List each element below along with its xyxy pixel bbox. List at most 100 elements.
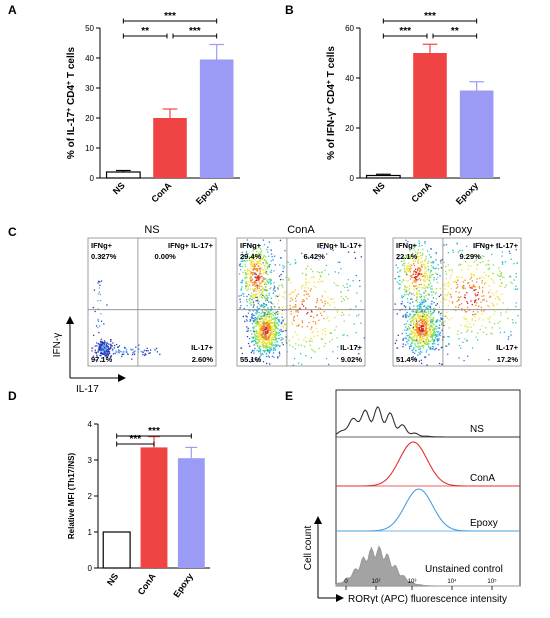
flow-event	[401, 264, 403, 266]
flow-event	[274, 341, 276, 344]
flow-event	[258, 328, 261, 330]
flow-event	[321, 295, 324, 297]
flow-event	[409, 266, 411, 268]
flow-event	[438, 349, 440, 351]
flow-event	[275, 337, 277, 339]
flow-event	[255, 331, 258, 333]
flow-event	[278, 351, 281, 353]
flow-event	[263, 243, 266, 246]
flow-event	[253, 265, 256, 267]
flow-event	[414, 260, 417, 262]
category-label: NS	[111, 180, 127, 196]
flow-event	[268, 351, 270, 353]
flow-event	[430, 265, 433, 267]
track-label-cona: ConA	[470, 473, 495, 484]
flow-event	[420, 332, 422, 334]
flow-event	[397, 267, 399, 269]
flow-event	[256, 293, 258, 295]
flow-event	[515, 285, 517, 288]
flow-event	[418, 304, 420, 307]
flow-event	[488, 285, 490, 287]
flow-event	[274, 328, 276, 331]
flow-event	[296, 334, 298, 336]
y-tick-label: 60	[345, 24, 354, 33]
flow-event	[414, 314, 416, 316]
flow-event	[411, 276, 413, 279]
flow-event	[100, 345, 102, 348]
flow-event	[413, 263, 415, 265]
flow-event	[412, 245, 414, 247]
flow-event	[427, 293, 429, 295]
flow-event	[415, 281, 417, 284]
flow-event	[251, 245, 253, 247]
flow-event	[265, 273, 268, 275]
flow-event	[282, 343, 284, 346]
flow-event	[414, 325, 416, 327]
flow-event	[502, 302, 504, 304]
flow-event	[429, 307, 432, 309]
flow-event	[411, 339, 413, 341]
flow-event	[412, 340, 414, 342]
flow-event	[409, 264, 412, 266]
flow-event	[256, 285, 259, 287]
y-arrow-head	[66, 316, 74, 324]
flow-event	[309, 290, 311, 292]
flow-event	[420, 295, 423, 297]
significance-label: ***	[424, 11, 436, 22]
category-label: NS	[371, 180, 387, 196]
flow-event	[258, 287, 260, 290]
flow-event	[123, 350, 125, 353]
flow-event	[430, 303, 432, 305]
flow-event	[423, 284, 425, 286]
flow-event	[480, 257, 483, 260]
flow-event	[421, 341, 423, 343]
flow-event	[429, 334, 431, 336]
flow-event	[455, 287, 458, 289]
flow-event	[398, 283, 400, 285]
flow-event	[289, 281, 292, 284]
flow-event	[264, 333, 266, 335]
flow-event	[295, 311, 297, 313]
flow-event	[509, 252, 511, 255]
flow-event	[297, 310, 299, 312]
flow-event	[427, 340, 430, 342]
flow-event	[428, 284, 430, 287]
flow-event	[425, 273, 427, 275]
flow-event	[311, 340, 313, 343]
flow-event	[100, 351, 102, 354]
flow-event	[424, 342, 426, 344]
flow-event	[417, 330, 419, 332]
flow-event	[247, 286, 249, 288]
flow-event	[269, 314, 271, 316]
histogram-trace-3	[335, 545, 520, 587]
flow-event	[254, 281, 256, 283]
flow-event	[295, 295, 298, 297]
flow-event	[355, 331, 357, 334]
flow-event	[266, 289, 269, 291]
flow-event	[246, 268, 249, 270]
flow-event	[426, 349, 428, 351]
flow-event	[262, 239, 265, 241]
flow-event	[265, 319, 267, 321]
flow-event	[469, 287, 471, 289]
flow-event	[412, 325, 414, 327]
flow-event	[419, 336, 422, 338]
flow-event	[435, 252, 437, 254]
flow-event	[274, 264, 276, 266]
flow-event	[305, 268, 307, 270]
flow-event	[313, 285, 315, 288]
flow-event	[435, 321, 438, 323]
flow-event	[262, 321, 264, 323]
flow-event	[259, 260, 261, 262]
flow-event	[394, 303, 396, 305]
flow-event	[426, 314, 429, 316]
flow-event	[260, 250, 263, 252]
flow-event	[433, 334, 436, 336]
flow-event	[258, 321, 260, 323]
flow-event	[264, 259, 267, 261]
significance-label: ***	[129, 434, 141, 445]
flow-event	[445, 295, 447, 297]
flow-event	[249, 310, 251, 312]
flow-event	[292, 317, 295, 319]
flow-event	[256, 322, 258, 324]
